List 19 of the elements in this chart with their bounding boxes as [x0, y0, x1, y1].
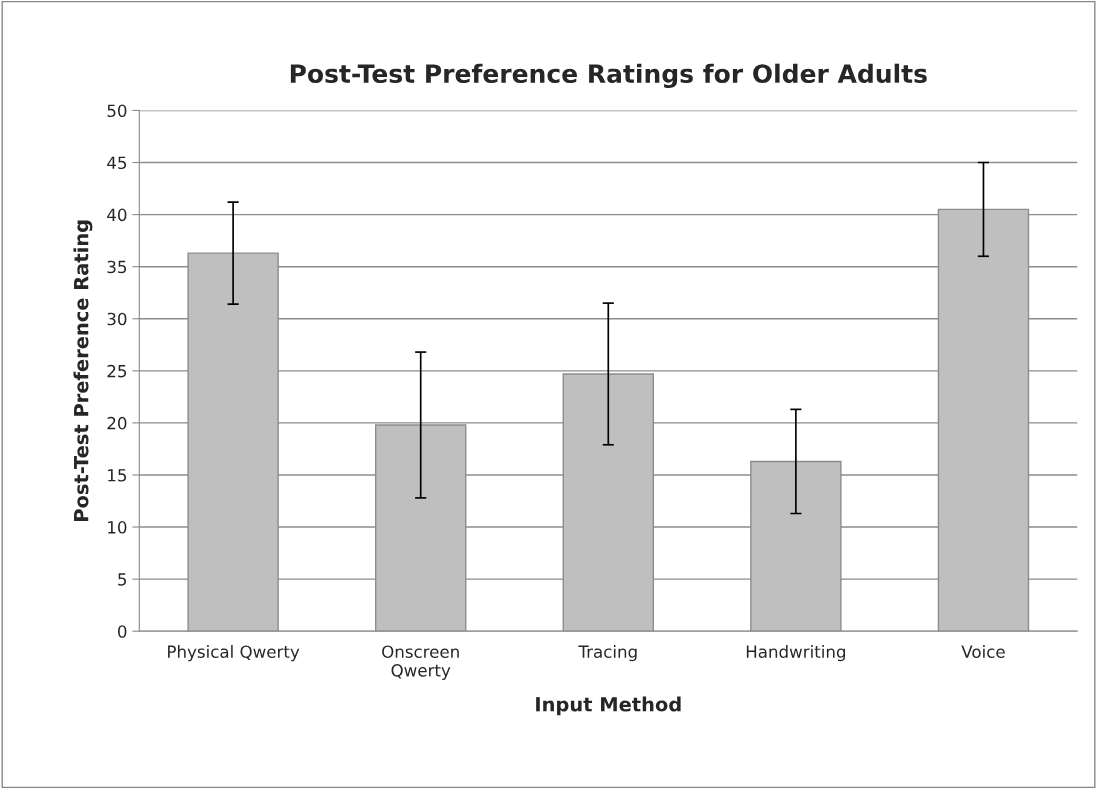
- y-tick-label: 40: [107, 208, 127, 222]
- x-tick-label: Handwriting: [746, 645, 846, 662]
- x-tick-label: Onscreen Qwerty: [382, 645, 459, 680]
- y-tick-label: 5: [118, 573, 127, 586]
- y-tick-label: 45: [107, 156, 127, 170]
- x-tick-label: Physical Qwerty: [168, 645, 300, 662]
- y-tick-label: 0: [118, 625, 127, 638]
- y-tick-label: 50: [107, 104, 127, 118]
- x-tick-label: Voice: [961, 645, 1005, 658]
- chart-title: Post-Test Preference Ratings for Older Adults: [290, 63, 927, 89]
- y-tick-label: 10: [108, 521, 127, 534]
- y-axis-title: Post-Test Preference Rating: [73, 220, 93, 521]
- x-axis-title: Input Method: [536, 696, 681, 716]
- y-tick-label: 30: [107, 312, 127, 326]
- x-tick-label: Tracing: [578, 645, 637, 662]
- y-tick-label: 15: [108, 469, 127, 482]
- y-tick-label: 20: [107, 416, 127, 430]
- y-tick-label: 35: [107, 260, 127, 274]
- y-tick-label: 25: [107, 364, 127, 378]
